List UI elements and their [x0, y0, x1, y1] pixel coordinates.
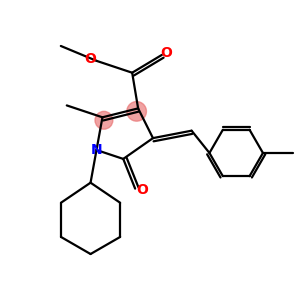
Text: N: N: [91, 143, 102, 157]
Circle shape: [95, 111, 113, 129]
Text: O: O: [136, 183, 148, 197]
Text: O: O: [160, 46, 172, 60]
Circle shape: [127, 102, 146, 121]
Text: O: O: [85, 52, 97, 66]
